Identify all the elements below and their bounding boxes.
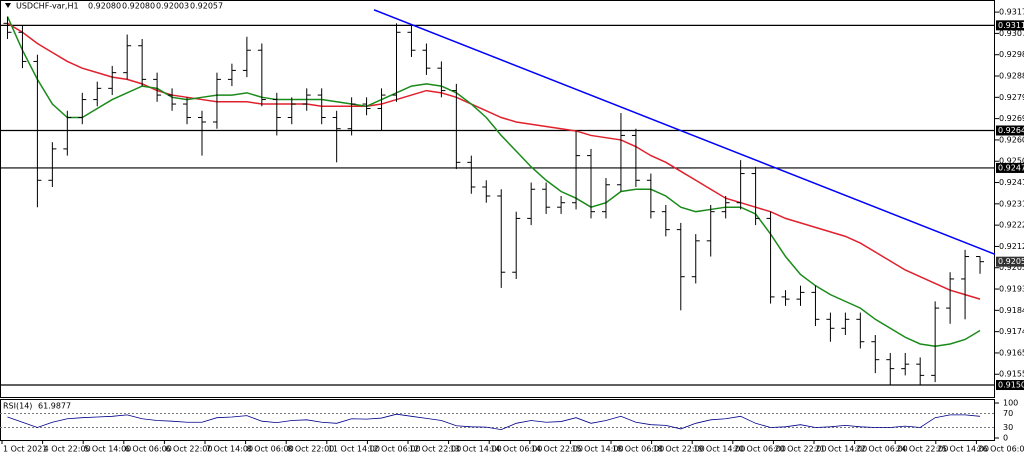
x-tick-label: 25 Oct 14:00 (937, 445, 989, 454)
main-panel (0, 0, 995, 398)
rsi-name: RSI(14) (3, 402, 32, 411)
x-tick-label: 6 Oct 22:00 (165, 445, 212, 454)
header-value: 0.92057 (190, 2, 223, 11)
symbol: USDCHF-var,H1 (16, 2, 79, 11)
y-tick-label: 0.92410 (999, 178, 1024, 187)
x-tick-label: 24 Oct 22:00 (896, 445, 948, 454)
y-tick-label: 0.92030 (999, 263, 1024, 272)
x-tick-label: 20 Oct 22:00 (774, 445, 826, 454)
y-tick-label: 0.91935 (999, 285, 1024, 294)
y-tick-label: 0.92505 (999, 157, 1024, 166)
y-tick-label: 0.92980 (999, 50, 1024, 59)
x-tick-label: 12 Oct 06:00 (368, 445, 420, 454)
y-tick-label: 0.92125 (999, 242, 1024, 251)
rsi-line (7, 413, 981, 431)
y-tick-label: 0.91745 (999, 327, 1024, 336)
x-tick-label: 14 Oct 06:00 (490, 445, 542, 454)
price-label: 0.92057 (998, 257, 1024, 266)
x-tick-label: 12 Oct 22:00 (409, 445, 461, 454)
y-tick-label: 0.91840 (999, 306, 1024, 315)
moving-average (6, 16, 981, 347)
moving-average (7, 22, 981, 300)
y-tick-label: 0.92790 (999, 93, 1024, 102)
x-tick-label: 14 Oct 22:00 (531, 445, 583, 454)
y-tick-label: 0.91555 (999, 370, 1024, 379)
x-tick-label: 15 Oct 14:00 (571, 445, 623, 454)
x-tick-label: 20 Oct 06:00 (734, 445, 786, 454)
level-tag (996, 20, 1024, 31)
y-tick-label: 0.92315 (999, 199, 1024, 208)
x-tick-label: 8 Oct 06:00 (247, 445, 294, 454)
level-tag (996, 380, 1024, 391)
trendline (373, 9, 996, 255)
y-tick-label: 0.93075 (999, 29, 1024, 38)
x-tick-label: 4 Oct 22:00 (44, 445, 91, 454)
level-label: 0.93111 (998, 21, 1024, 30)
x-tick-label: 11 Oct 14:00 (328, 445, 380, 454)
x-tick-label: 26 Oct 06:00 (977, 445, 1024, 454)
y-tick-label: 0.93170 (999, 8, 1024, 17)
rsi-last: 61.9877 (38, 402, 71, 411)
x-tick-label: 22 Oct 06:00 (856, 445, 908, 454)
x-tick-label: 18 Oct 06:00 (612, 445, 664, 454)
x-tick-label: 13 Oct 14:00 (450, 445, 502, 454)
header-value: 0.92003 (156, 2, 189, 11)
x-tick-label: 6 Oct 06:00 (125, 445, 172, 454)
y-tick-label: 0.92885 (999, 72, 1024, 81)
x-tick-label: 8 Oct 22:00 (287, 445, 334, 454)
level-tag (996, 125, 1024, 136)
header-value: 0.92080 (122, 2, 155, 11)
header-value: 0.92080 (88, 2, 121, 11)
x-tick-label: 1 Oct 2021 (3, 445, 47, 454)
x-tick-label: 18 Oct 22:00 (653, 445, 705, 454)
rsi-tick-label: 100 (1003, 399, 1018, 408)
rsi-panel (0, 399, 995, 441)
level-tag (996, 162, 1024, 173)
x-tick-label: 5 Oct 14:00 (84, 445, 131, 454)
level-label: 0.92475 (998, 163, 1024, 172)
x-tick-label: 19 Oct 14:00 (693, 445, 745, 454)
y-tick-label: 0.91650 (999, 348, 1024, 357)
y-tick-label: 0.92695 (999, 114, 1024, 123)
y-tick-label: 0.92220 (999, 221, 1024, 230)
level-label: 0.91507 (998, 381, 1024, 390)
y-tick-label: 0.92600 (999, 135, 1024, 144)
x-tick-label: 21 Oct 14:00 (815, 445, 867, 454)
level-label: 0.92642 (998, 126, 1024, 135)
price-tag (996, 256, 1024, 267)
rsi-tick-label: 70 (1003, 409, 1013, 418)
rsi-tick-label: 0 (1003, 434, 1008, 443)
menu-arrow (5, 3, 11, 8)
x-tick-label: 7 Oct 14:00 (206, 445, 253, 454)
rsi-tick-label: 30 (1003, 423, 1013, 432)
